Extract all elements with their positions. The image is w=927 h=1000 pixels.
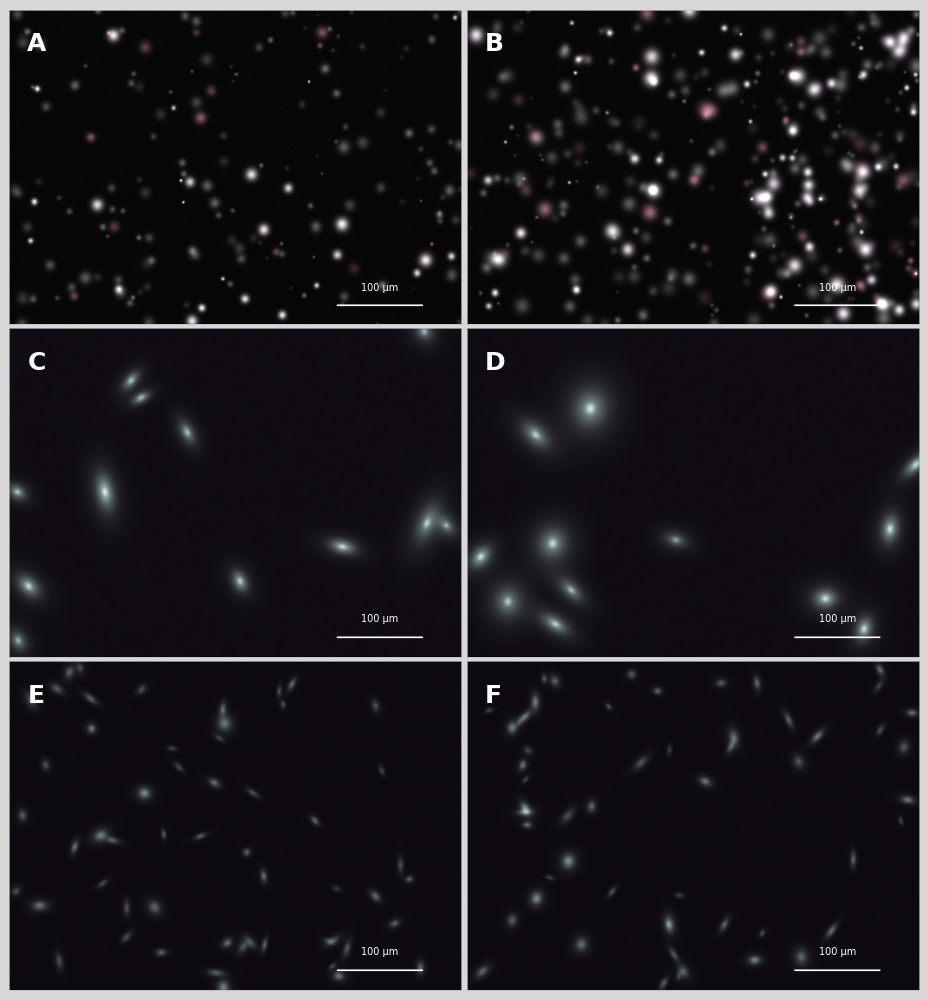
- Text: A: A: [27, 32, 46, 56]
- Text: F: F: [484, 684, 502, 708]
- Text: 100 μm: 100 μm: [818, 614, 855, 624]
- Text: B: B: [484, 32, 503, 56]
- Text: 100 μm: 100 μm: [361, 614, 398, 624]
- Text: 100 μm: 100 μm: [818, 947, 855, 957]
- Text: E: E: [27, 684, 44, 708]
- Text: 100 μm: 100 μm: [818, 283, 855, 293]
- Text: 100 μm: 100 μm: [361, 947, 398, 957]
- Text: 100 μm: 100 μm: [361, 283, 398, 293]
- Text: C: C: [27, 351, 45, 375]
- Text: D: D: [484, 351, 505, 375]
